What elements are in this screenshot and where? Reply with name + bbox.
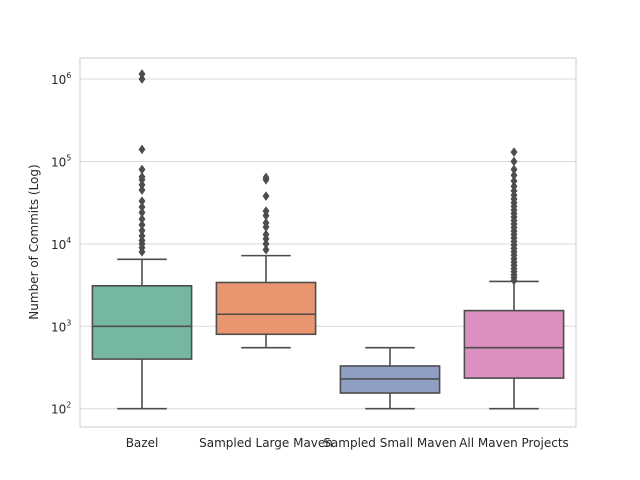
outlier-point (262, 172, 270, 183)
x-tick-label: Sampled Small Maven (323, 436, 456, 450)
y-tick-exponent: 6 (66, 71, 71, 80)
y-tick-exponent: 4 (66, 236, 71, 245)
outlier-point (138, 144, 146, 155)
outlier-point (262, 206, 270, 217)
outlier-point (138, 196, 146, 207)
boxes (91, 69, 565, 410)
outlier-point (262, 229, 270, 240)
outlier-point (510, 176, 518, 186)
outlier-point (138, 185, 146, 195)
outlier-point (138, 214, 146, 224)
box-sampled-large-maven (215, 172, 317, 349)
box-iqr (91, 284, 193, 360)
outlier-point (138, 179, 146, 190)
outlier-point (262, 191, 270, 202)
y-tick-base: 10 (51, 238, 66, 252)
y-tick-label: 103 (51, 318, 71, 334)
outlier-point (262, 217, 270, 228)
outlier-point (138, 207, 146, 218)
y-tick-exponent: 3 (66, 318, 71, 327)
y-tick-label: 102 (51, 401, 71, 417)
box-iqr (215, 281, 317, 336)
box-all-maven-projects (463, 147, 565, 410)
outlier-point (510, 181, 518, 192)
x-tick-label: Sampled Large Maven (199, 436, 333, 450)
y-tick-base: 10 (51, 403, 66, 417)
x-tick-label: All Maven Projects (459, 436, 569, 450)
outlier-point (262, 244, 270, 255)
outlier-point (510, 170, 518, 181)
y-tick-base: 10 (51, 73, 66, 87)
box-iqr (463, 309, 565, 379)
outlier-point (138, 202, 146, 212)
outlier-point (138, 164, 146, 175)
y-tick-label: 104 (51, 236, 71, 252)
y-tick-exponent: 5 (66, 153, 71, 162)
outlier-point (138, 69, 146, 79)
y-axis-label: Number of Commits (Log) (27, 164, 41, 319)
outlier-point (510, 156, 518, 167)
outlier-point (138, 230, 146, 241)
y-tick-label: 105 (51, 153, 71, 169)
box-bazel (91, 69, 193, 410)
outlier-point (138, 225, 146, 236)
y-tick-base: 10 (51, 320, 66, 334)
outlier-point (138, 219, 146, 230)
box-sampled-small-maven (339, 346, 441, 410)
outlier-point (510, 147, 518, 157)
plot-frame (79, 57, 577, 428)
outlier-point (138, 171, 146, 182)
y-tick-base: 10 (51, 155, 66, 169)
x-tick-label: Bazel (126, 436, 159, 450)
outlier-point (510, 164, 518, 175)
y-tick-exponent: 2 (66, 401, 71, 410)
outlier-point (138, 74, 146, 84)
outlier-point (262, 238, 270, 249)
y-tick-label: 106 (51, 71, 71, 87)
